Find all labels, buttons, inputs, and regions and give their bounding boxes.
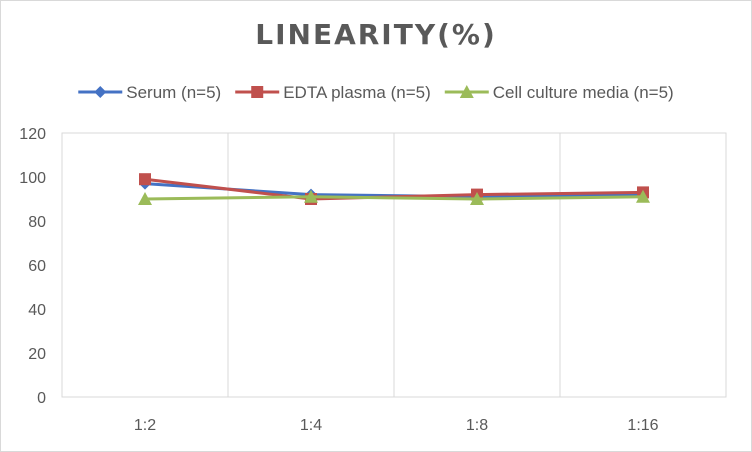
data-point: [304, 189, 318, 203]
x-tick-label: 1:4: [300, 417, 322, 434]
x-tick-label: 1:8: [466, 417, 488, 434]
y-tick-label: 120: [19, 126, 46, 143]
legend-label: Serum (n=5): [126, 83, 221, 102]
legend-swatch-marker: [251, 86, 264, 98]
y-tick-label: 40: [28, 302, 46, 319]
x-tick-label: 1:2: [134, 417, 156, 434]
data-point: [636, 189, 650, 203]
legend-label: EDTA plasma (n=5): [283, 83, 431, 102]
legend-swatch-marker: [94, 86, 107, 98]
data-point: [138, 192, 152, 205]
series-line: [144, 195, 644, 201]
data-point: [139, 173, 151, 186]
series-layer: [138, 173, 650, 205]
y-tick-label: 0: [37, 390, 46, 407]
y-tick-label: 20: [28, 346, 46, 363]
data-point: [470, 192, 484, 205]
x-tick-label: 1:16: [627, 417, 658, 434]
y-tick-label: 100: [19, 170, 46, 187]
axes: 0 20 40 60 80 100 120 1:2 1:4 1:8 1:16: [19, 126, 658, 434]
legend: Serum (n=5) EDTA plasma (n=5) Cell culture…: [78, 83, 674, 102]
legend-swatch-marker: [459, 85, 474, 98]
y-tick-label: 80: [28, 214, 46, 231]
legend-label: Cell culture media (n=5): [493, 83, 674, 102]
y-tick-label: 60: [28, 258, 46, 275]
chart-title: LINEARITY(%): [255, 18, 497, 51]
grid: [61, 132, 727, 398]
